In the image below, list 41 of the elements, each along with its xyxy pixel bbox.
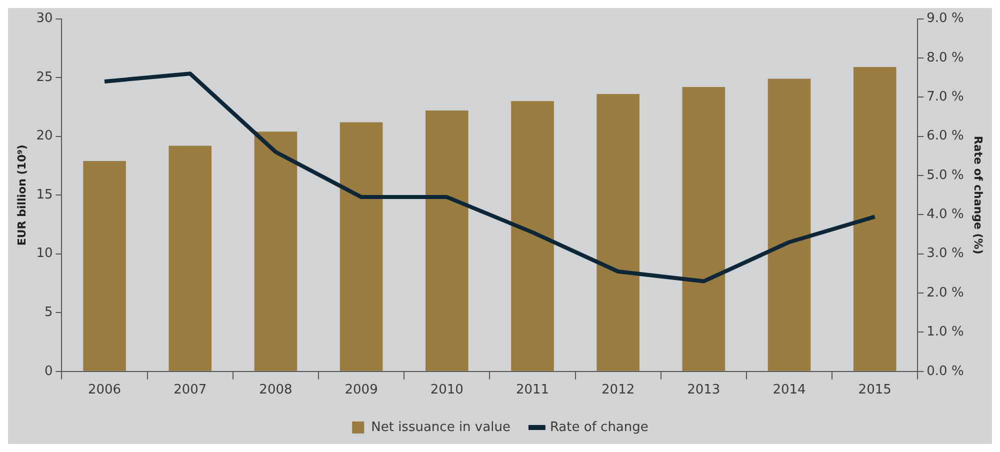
x-tick-label: 2014 <box>772 382 806 398</box>
y2-tick-label: 3.0 % <box>926 246 964 262</box>
legend-label: Net issuance in value <box>371 420 510 435</box>
x-tick-label: 2012 <box>602 382 635 398</box>
bar <box>596 94 640 371</box>
bar <box>168 146 212 371</box>
y-tick-label: 15 <box>36 187 53 202</box>
y2-tick-label: 9.0 % <box>926 11 964 26</box>
bar <box>768 78 811 371</box>
x-tick-label: 2006 <box>88 382 122 398</box>
y-tick-label: 0 <box>44 364 53 379</box>
y2-tick-label: 1.0 % <box>926 324 964 340</box>
bar <box>340 122 383 371</box>
x-tick-label: 2007 <box>174 382 207 398</box>
bar <box>254 132 298 371</box>
x-tick-label: 2008 <box>259 382 292 398</box>
y-tick-label: 30 <box>36 11 53 26</box>
y2-tick-label: 5.0 % <box>926 168 964 183</box>
legend-label: Rate of change <box>550 420 648 435</box>
bar <box>853 66 896 371</box>
y2-tick-label: 6.0 % <box>926 128 964 144</box>
x-tick-label: 2015 <box>858 382 892 398</box>
y-tick-label: 10 <box>36 246 53 262</box>
y-tick-label: 5 <box>44 305 53 320</box>
bar <box>511 101 554 371</box>
bar <box>426 110 468 371</box>
bar <box>682 86 726 371</box>
x-tick-label: 2011 <box>516 382 550 398</box>
bar <box>83 161 126 371</box>
y2-tick-label: 7.0 % <box>926 90 964 105</box>
y2-tick-label: 2.0 % <box>926 285 964 300</box>
y2-tick-label: 0.0 % <box>926 364 964 379</box>
x-tick-label: 2009 <box>344 382 378 398</box>
y-tick-label: 20 <box>36 128 53 144</box>
y2-tick-label: 4.0 % <box>926 207 964 222</box>
y-tick-label: 25 <box>36 70 53 85</box>
y2-tick-label: 8.0 % <box>926 50 964 66</box>
x-tick-label: 2010 <box>430 382 464 398</box>
x-tick-label: 2013 <box>687 382 720 398</box>
y-axis-title: EUR billion (10⁹) <box>15 144 28 246</box>
y2-axis-title: Rate of change (%) <box>972 136 985 254</box>
